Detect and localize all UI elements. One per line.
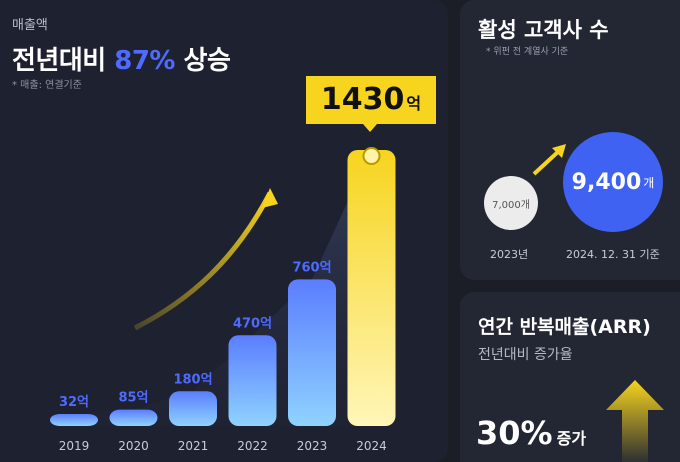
arr-title: 연간 반복매출(ARR) xyxy=(478,316,651,338)
x-tick-2020: 2020 xyxy=(118,439,149,453)
callout-pointer xyxy=(363,124,377,132)
bar-2020 xyxy=(109,409,158,426)
customers-2023-value: 7,000개 xyxy=(492,199,530,211)
x-tick-2019: 2019 xyxy=(59,439,90,453)
arr-up-arrow-icon xyxy=(606,380,664,462)
headline-prefix: 전년대비 xyxy=(12,46,106,76)
customers-2024-unit: 개 xyxy=(643,175,655,190)
customers-note: * 위펀 전 계열사 기준 xyxy=(486,47,569,57)
revenue-bar-chart: 32억 85억 180억 470억 760억 2019 2020 2021 2022 2023 2… xyxy=(50,147,396,453)
section-label: 매출액 xyxy=(12,18,48,33)
bar-2022 xyxy=(228,335,277,426)
page-title: 전년대비 87% 상승 xyxy=(12,40,231,77)
callout-unit: 억 xyxy=(406,94,422,113)
growth-arrow-icon xyxy=(133,191,273,331)
customers-2024-caption: 2024. 12. 31 기준 xyxy=(566,248,660,261)
highlight-dot-icon xyxy=(362,147,381,165)
headline-suffix: 상승 xyxy=(183,46,231,76)
trend-area xyxy=(50,150,396,426)
arr-value-unit: 증가 xyxy=(556,429,587,448)
highlight-callout: 1430 억 xyxy=(306,76,436,124)
x-tick-2024: 2024 xyxy=(356,439,387,453)
bar-2024 xyxy=(347,150,396,426)
customers-2024-circle: 9,400 개 xyxy=(563,132,663,232)
x-tick-2021: 2021 xyxy=(178,439,209,453)
data-label-2023: 760억 xyxy=(292,260,331,275)
arr-value-number: 30% xyxy=(476,414,553,452)
bar-2021 xyxy=(169,391,217,426)
revenue-note: * 매출: 연결기준 xyxy=(12,80,82,91)
x-tick-2022: 2022 xyxy=(237,439,268,453)
data-label-2019: 32억 xyxy=(59,395,89,410)
growth-arrowhead-icon xyxy=(262,188,278,208)
arr-value: 30% 증가 xyxy=(476,414,586,452)
customers-2023-caption: 2023년 xyxy=(490,248,529,261)
data-label-2022: 470억 xyxy=(233,316,272,331)
arr-subtitle: 전년대비 증가율 xyxy=(478,347,573,363)
active-customers-panel xyxy=(460,0,680,280)
customers-2023-circle: 7,000개 xyxy=(484,176,538,230)
data-label-2020: 85억 xyxy=(118,391,148,406)
customers-2024-value: 9,400 xyxy=(571,169,642,195)
increase-arrow-icon xyxy=(532,144,566,176)
callout-value: 1430 xyxy=(320,82,405,117)
data-label-2021: 180억 xyxy=(173,372,212,387)
customers-title: 활성 고객사 수 xyxy=(478,18,609,42)
headline-accent: 87% xyxy=(114,46,175,76)
bar-2023 xyxy=(288,279,336,426)
bar-2019 xyxy=(50,414,98,426)
x-tick-2023: 2023 xyxy=(297,439,328,453)
